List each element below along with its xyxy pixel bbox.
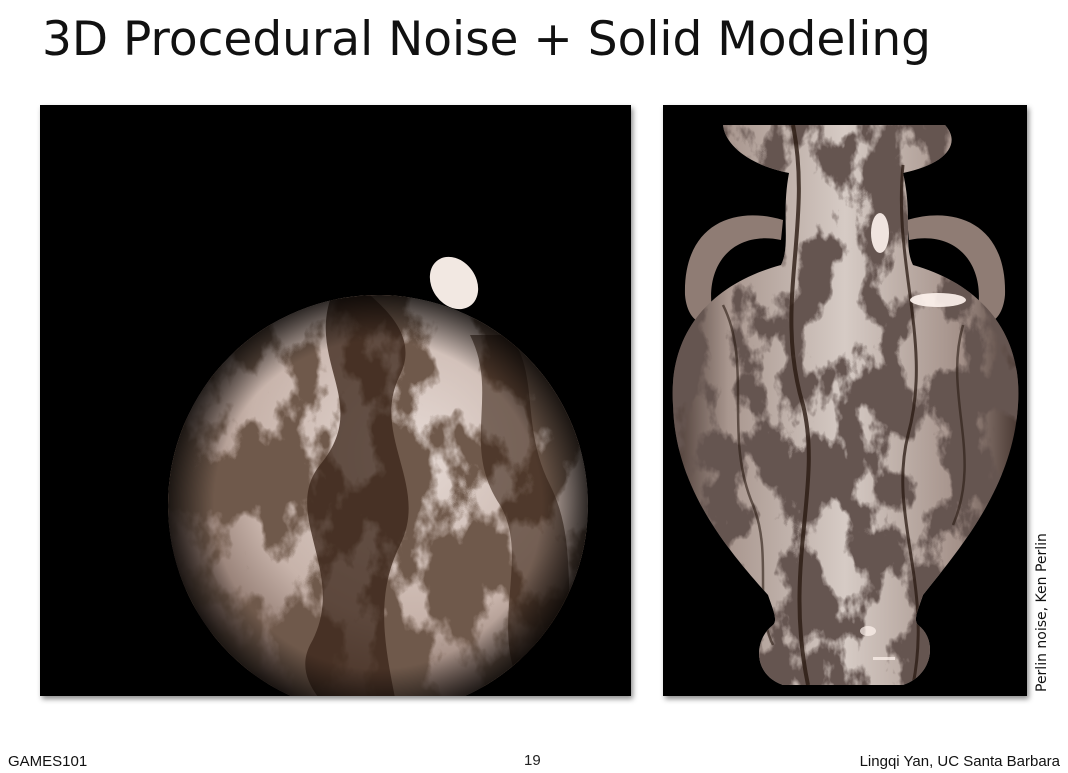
image-credit: Perlin noise, Ken Perlin	[1034, 533, 1050, 692]
specular-highlight	[429, 256, 479, 310]
footer-author: Lingqi Yan, UC Santa Barbara	[859, 753, 1060, 770]
vase-handle-right	[907, 215, 1006, 323]
marble-sphere-image	[40, 105, 631, 696]
slide-title: 3D Procedural Noise + Solid Modeling	[42, 12, 932, 67]
marble-vase-image	[663, 105, 1027, 696]
footer-page-number: 19	[524, 752, 541, 769]
footer-course: GAMES101	[8, 753, 88, 770]
vase-handle-left	[684, 215, 783, 323]
shoulder-highlight	[910, 293, 966, 307]
sphere-body	[168, 295, 588, 696]
neck-highlight	[871, 213, 889, 253]
